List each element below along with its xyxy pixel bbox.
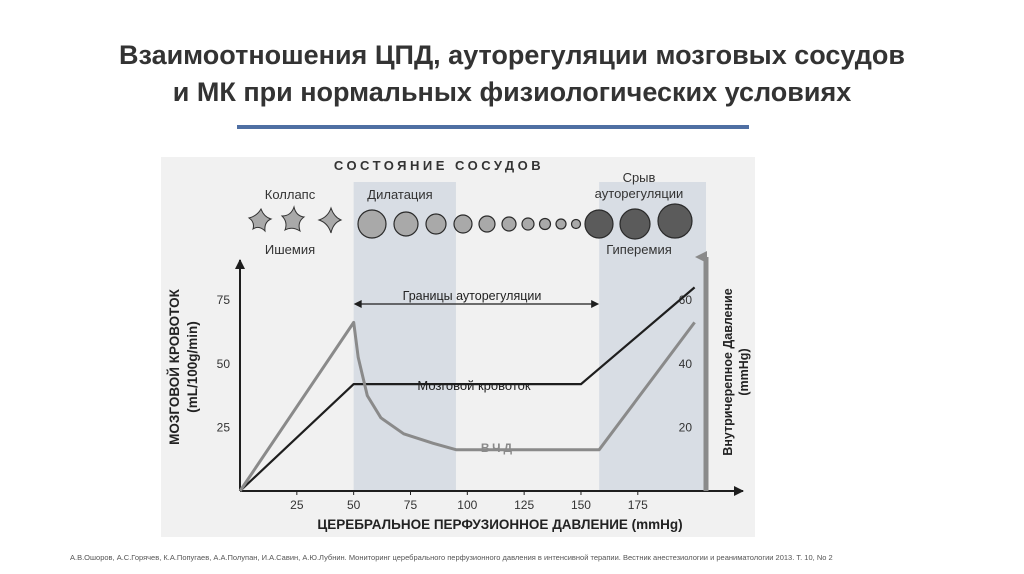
label-breakdown-line2: ауторегуляции [595, 186, 684, 201]
dilated-vessel-icon [657, 203, 693, 239]
vessel-icon [425, 213, 447, 235]
collapsed-vessel-icon [317, 206, 343, 234]
citation: А.В.Ошоров, А.С.Горячев, К.А.Попугаев, А… [70, 553, 833, 562]
vessel-icon [478, 215, 496, 233]
y2-tick-label: 40 [679, 357, 693, 371]
icp-curve [238, 320, 696, 492]
title-underline [237, 125, 749, 129]
x-tick-label: 25 [290, 498, 304, 512]
icp-curve-label: ВЧД [481, 441, 515, 455]
label-dilation: Дилатация [367, 187, 432, 202]
shaded-region [599, 182, 706, 491]
vessel-icon [521, 217, 535, 231]
y2-axis-title-line1: Внутричерепное Давление [721, 288, 735, 455]
dilated-vessel-icon [584, 209, 614, 239]
autoregulation-label: Границы ауторегуляции [403, 289, 542, 303]
y-tick-label: 75 [217, 293, 231, 307]
dilated-vessel-icon [619, 208, 651, 240]
label-collapse: Коллапс [265, 187, 316, 202]
vessel-icon [538, 217, 552, 231]
collapsed-vessel-icon [247, 207, 273, 233]
autoregulation-arrow-right [591, 300, 600, 308]
label-breakdown-line1: Срыв [623, 170, 656, 185]
y-tick-label: 50 [217, 357, 231, 371]
vessel-state-header: СОСТОЯНИЕ СОСУДОВ [334, 158, 544, 173]
y-axis-title-line2: (mL/100g/min) [185, 321, 200, 413]
vessel-icon [393, 211, 419, 237]
y2-tick-label: 20 [679, 420, 693, 434]
vessel-icon [453, 214, 473, 234]
x-axis-title: ЦЕРЕБРАЛЬНОЕ ПЕРФУЗИОННОЕ ДАВЛЕНИЕ (mmHg… [317, 517, 682, 532]
collapsed-vessel-icons [247, 205, 343, 234]
y2-axis-title-line2: (mmHg) [737, 348, 751, 395]
x-tick-label: 150 [571, 498, 591, 512]
vessel-icon [357, 209, 387, 239]
autoregulation-figure: СОСТОЯНИЕ СОСУДОВ Коллапс Ишемия Дилатац… [161, 157, 755, 537]
autoregulation-range: Границы ауторегуляции [353, 289, 600, 308]
cbf-curve [239, 286, 696, 492]
autoregulation-arrow-left [353, 300, 362, 308]
x-tick-label: 75 [404, 498, 418, 512]
collapsed-vessel-icon [280, 205, 306, 233]
vessel-icon [570, 218, 582, 230]
vessel-icon [555, 218, 567, 230]
x-tick-label: 175 [628, 498, 648, 512]
x-tick-label: 125 [514, 498, 534, 512]
slide-title-line1: Взаимоотношения ЦПД, ауторегуляции мозго… [119, 40, 905, 70]
vessel-icon [501, 216, 517, 232]
curves [238, 286, 696, 492]
y-axis-title-line1: МОЗГОВОЙ КРОВОТОК [167, 288, 182, 444]
figure-svg: СОСТОЯНИЕ СОСУДОВ Коллапс Ишемия Дилатац… [167, 158, 751, 532]
x-tick-label: 100 [457, 498, 477, 512]
y-tick-label: 25 [217, 420, 231, 434]
x-tick-label: 50 [347, 498, 361, 512]
label-ischemia: Ишемия [265, 242, 315, 257]
vessel-circles [357, 203, 693, 240]
slide-title-line2: и МК при нормальных физиологических усло… [172, 77, 852, 107]
label-hyperemia: Гиперемия [606, 242, 672, 257]
cbf-curve-label: Мозговой кровоток [417, 378, 530, 393]
